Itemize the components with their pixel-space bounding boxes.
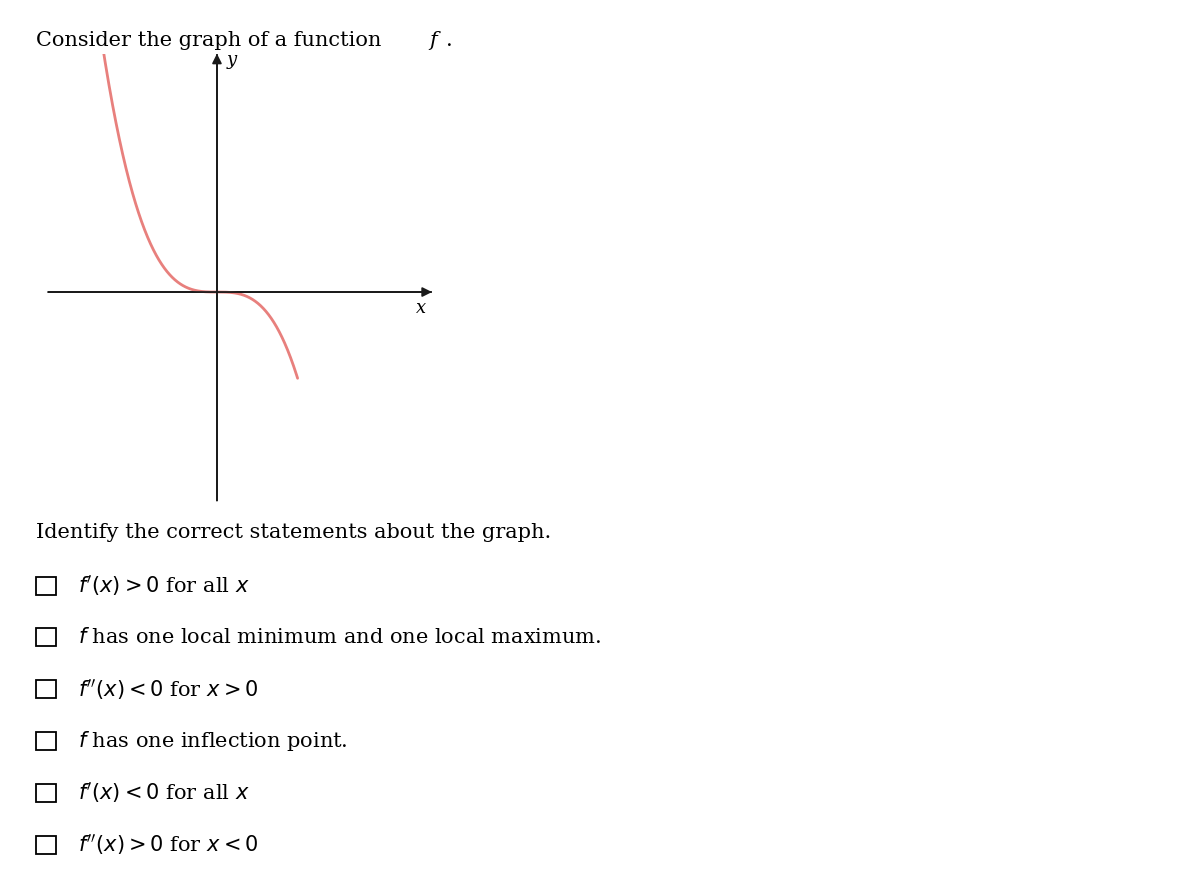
Text: f: f	[430, 31, 437, 50]
Text: Consider the graph of a function: Consider the graph of a function	[36, 31, 388, 50]
Text: $f$ has one inflection point.: $f$ has one inflection point.	[78, 730, 348, 753]
Text: $f$ has one local minimum and one local maximum.: $f$ has one local minimum and one local …	[78, 628, 601, 647]
Text: $f''(x) < 0$ for $x > 0$: $f''(x) < 0$ for $x > 0$	[78, 677, 258, 702]
Text: Identify the correct statements about the graph.: Identify the correct statements about th…	[36, 523, 551, 542]
Text: $f''(x) > 0$ for $x < 0$: $f''(x) > 0$ for $x < 0$	[78, 832, 258, 857]
Text: y: y	[227, 51, 238, 69]
Text: $f'(x) < 0$ for all $x$: $f'(x) < 0$ for all $x$	[78, 780, 250, 805]
Text: .: .	[446, 31, 454, 50]
Text: x: x	[415, 299, 426, 316]
Text: $f'(x) > 0$ for all $x$: $f'(x) > 0$ for all $x$	[78, 573, 250, 598]
